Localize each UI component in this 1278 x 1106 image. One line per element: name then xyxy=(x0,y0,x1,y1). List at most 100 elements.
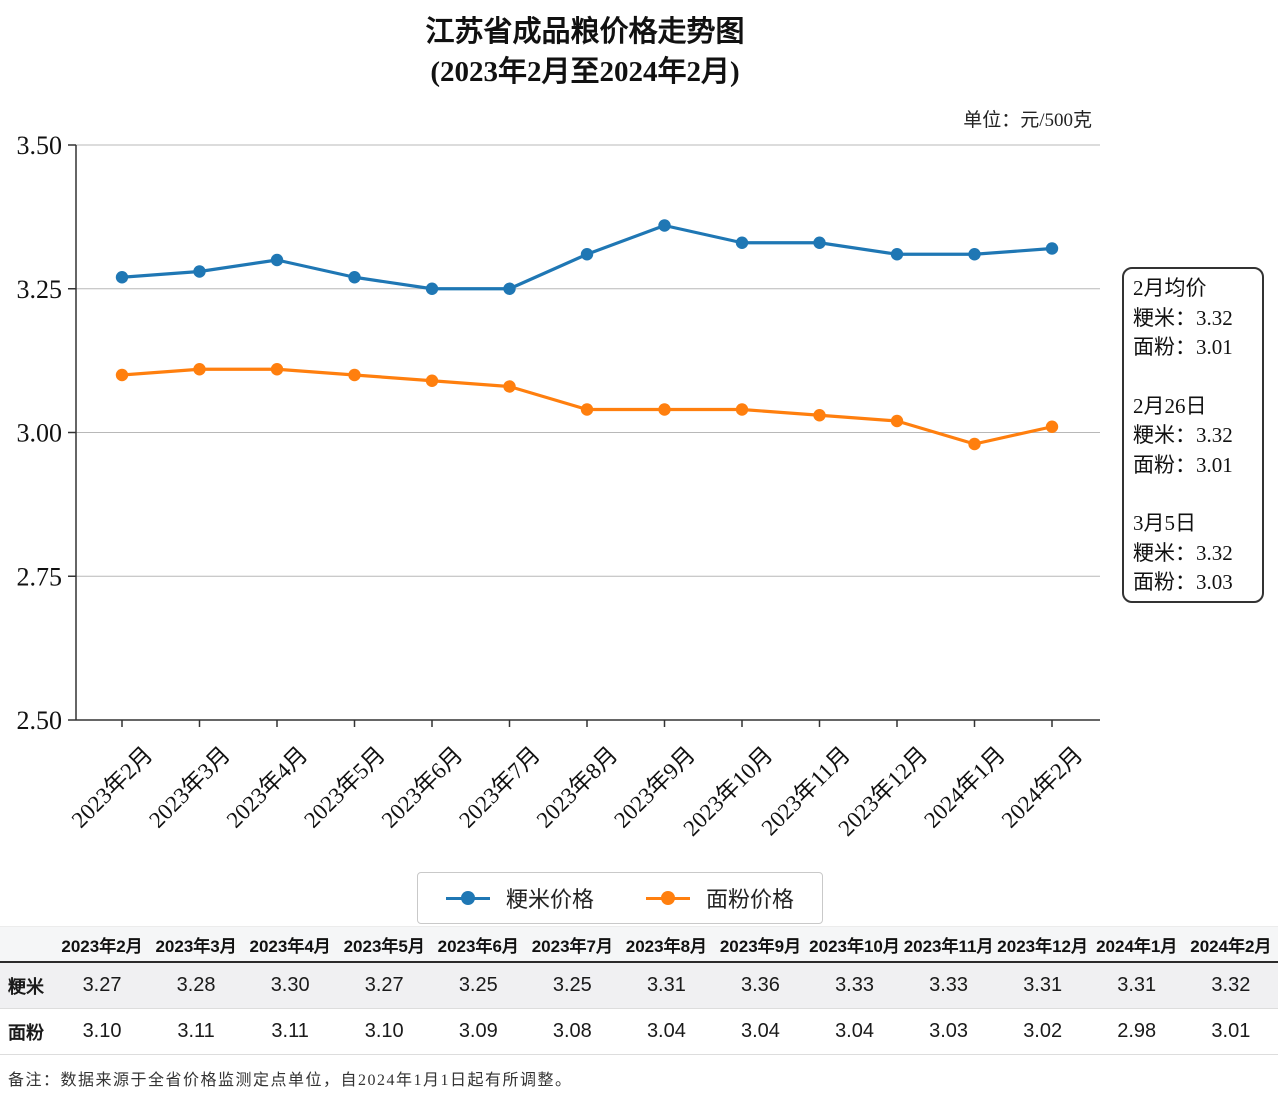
x-tick-label: 2024年2月 xyxy=(997,742,1088,833)
x-tick-label: 2023年2月 xyxy=(67,742,158,833)
legend-label: 粳米价格 xyxy=(506,887,595,912)
table-header-cell: 2023年2月 xyxy=(55,926,150,963)
table-cell: 3.25 xyxy=(431,962,526,1009)
table-cell: 3.11 xyxy=(149,1008,244,1055)
chart-title-line1: 江苏省成品粮价格走势图 xyxy=(425,16,745,48)
table-cell: 3.27 xyxy=(337,962,432,1009)
price-table: 2023年2月 2023年3月 2023年4月 2023年5月 2023年6月 2023年… xyxy=(0,926,1278,1055)
x-tick-label: 2023年5月 xyxy=(299,742,390,833)
legend-label: 面粉价格 xyxy=(706,887,795,912)
footnote: 备注：数据来源于全省价格监测定点单位，自2024年1月1日起有所调整。 xyxy=(8,1072,573,1089)
data-point xyxy=(658,403,671,416)
data-point xyxy=(813,236,826,249)
data-point xyxy=(735,403,749,416)
table-header-cell: 2023年9月 xyxy=(713,926,808,963)
price-table-body: 粳米 3.27 3.28 3.30 3.27 3.25 3.25 3.31 3.36 3.33 3.… xyxy=(0,962,1278,1055)
table-cell: 3.31 xyxy=(995,962,1090,1009)
table-cell: 3.04 xyxy=(807,1008,902,1055)
annotation-line: 面粉：3.03 xyxy=(1133,570,1233,594)
annotation-heading: 3月5日 xyxy=(1133,511,1196,535)
table-cell: 3.11 xyxy=(243,1008,338,1055)
annotation-line: 面粉：3.01 xyxy=(1133,335,1233,359)
table-cell: 3.27 xyxy=(55,962,150,1009)
table-cell: 3.10 xyxy=(337,1008,432,1055)
data-point xyxy=(193,265,206,278)
data-point xyxy=(1045,420,1059,433)
table-cell: 3.28 xyxy=(149,962,244,1009)
data-point xyxy=(658,219,671,232)
y-tick-label: 3.00 xyxy=(17,419,63,448)
legend-line-marker-icon xyxy=(646,891,691,906)
table-cell: 3.01 xyxy=(1183,1008,1278,1055)
table-cell: 3.31 xyxy=(1089,962,1184,1009)
table-row: 面粉 3.10 3.11 3.11 3.10 3.09 3.08 3.04 3.04 3.04 3.… xyxy=(0,1008,1278,1055)
table-cell: 3.31 xyxy=(619,962,714,1009)
annotation-section: 3月5日粳米：3.32 面粉：3.03 xyxy=(1133,509,1253,598)
annotation-heading: 2月26日 xyxy=(1133,393,1207,418)
annotation-line: 粳米：3.32 xyxy=(1133,540,1233,565)
x-tick-label: 2023年4月 xyxy=(222,742,313,833)
table-cell: 3.03 xyxy=(901,1008,996,1055)
table-cell: 3.08 xyxy=(525,1008,620,1055)
table-header-row: 2023年2月 2023年3月 2023年4月 2023年5月 2023年6月 2023年… xyxy=(0,926,1278,963)
data-point xyxy=(813,409,826,422)
row-label: 粳米 xyxy=(0,962,55,1009)
legend-line-marker-icon xyxy=(446,891,490,906)
table-header-cell: 2023年7月 xyxy=(525,926,620,963)
annotation-section: 2月26日 粳米：3.32 面粉：3.01 xyxy=(1133,392,1253,481)
chart-legend: 粳米价格 面粉价格 xyxy=(417,872,824,924)
legend-item: 粳米价格 xyxy=(446,882,594,914)
table-header-cell xyxy=(0,926,55,963)
data-point xyxy=(425,282,439,295)
annotation-sections: 2月均价 粳米：3.32 面粉：3.01 2月26日 粳米：3.32 面粉：3.01 3月5… xyxy=(1133,274,1253,598)
data-point xyxy=(270,253,284,267)
table-row: 粳米 3.27 3.28 3.30 3.27 3.25 3.25 3.31 3.36 3.33 3.… xyxy=(0,962,1278,1009)
table-header-cell: 2024年1月 xyxy=(1089,926,1184,963)
data-point xyxy=(115,368,129,382)
data-point xyxy=(425,374,439,387)
data-point xyxy=(270,363,284,376)
x-tick-label: 2023年8月 xyxy=(532,742,623,833)
data-point xyxy=(580,248,594,261)
table-cell: 3.30 xyxy=(243,962,338,1009)
table-cell: 3.25 xyxy=(525,962,620,1009)
table-header-cell: 2023年11月 xyxy=(901,926,996,963)
x-tick-label: 2023年7月 xyxy=(454,742,545,833)
price-table-head: 2023年2月 2023年3月 2023年4月 2023年5月 2023年6月 2023年… xyxy=(0,926,1278,963)
chart-title: 江苏省成品粮价格走势图 (2023年2月至2024年2月) xyxy=(20,12,1150,92)
legend-dot xyxy=(461,891,475,905)
table-header-cell: 2023年6月 xyxy=(431,926,526,963)
legend-item: 面粉价格 xyxy=(646,882,794,914)
data-point xyxy=(115,271,129,284)
data-point xyxy=(735,236,749,249)
y-tick-label: 2.50 xyxy=(17,706,63,735)
price-trend-line-chart: 2.50 2.75 3.00 3.25 3.50 2023年2月2023年3月2023年4… xyxy=(17,131,1100,841)
annotation-line: 粳米：3.32 xyxy=(1133,305,1233,330)
annotation-section: 2月均价 粳米：3.32 面粉：3.01 xyxy=(1133,274,1253,363)
table-cell: 3.04 xyxy=(713,1008,808,1055)
table-cell: 3.10 xyxy=(55,1008,150,1055)
table-cell: 3.33 xyxy=(901,962,996,1009)
data-point xyxy=(503,282,516,295)
table-header-cell: 2023年4月 xyxy=(243,926,338,963)
table-cell: 3.33 xyxy=(807,962,902,1009)
data-point xyxy=(968,248,981,261)
table-header-cell: 2023年10月 xyxy=(807,926,902,963)
table-cell: 2.98 xyxy=(1089,1008,1184,1055)
unit-label: 单位：元/500克 xyxy=(963,110,1092,131)
table-cell: 3.04 xyxy=(619,1008,714,1055)
table-cell: 3.09 xyxy=(431,1008,526,1055)
y-tick-label: 3.25 xyxy=(17,275,63,304)
data-point xyxy=(193,363,206,376)
table-cell: 3.32 xyxy=(1183,962,1278,1009)
row-label: 面粉 xyxy=(0,1008,55,1055)
data-point xyxy=(890,414,904,428)
x-tick-label: 2023年6月 xyxy=(377,742,468,833)
annotation-box: 2月均价 粳米：3.32 面粉：3.01 2月26日 粳米：3.32 面粉：3.01 3月5… xyxy=(1122,267,1264,603)
chart-title-line2: (2023年2月至2024年2月) xyxy=(430,56,740,88)
table-header-cell: 2023年5月 xyxy=(337,926,432,963)
data-point xyxy=(968,437,981,451)
data-point xyxy=(348,271,361,284)
legend-dot xyxy=(661,891,676,905)
